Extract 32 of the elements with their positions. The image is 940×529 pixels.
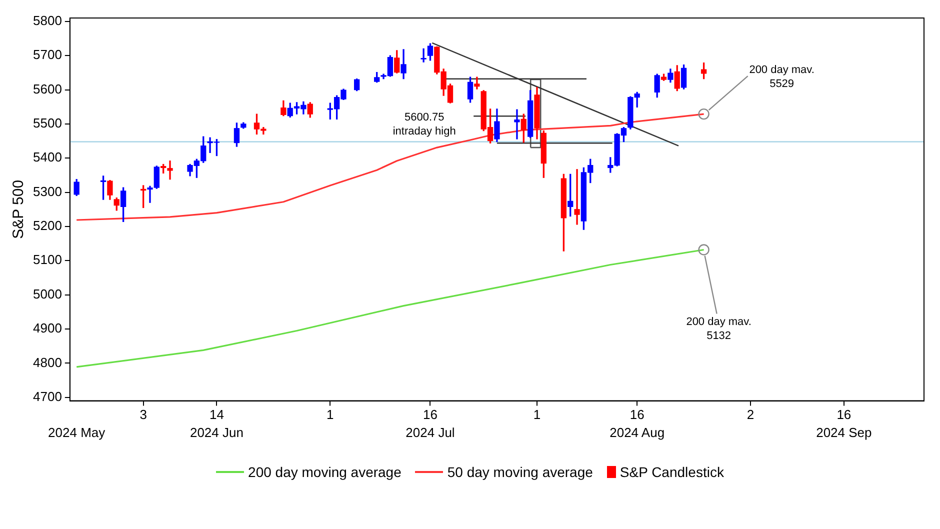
annotation: 5600.75 intraday high	[392, 112, 456, 138]
x-tick-label: 16	[836, 407, 852, 422]
x-tick-label: 16	[630, 407, 644, 422]
y-tick-label: 4800	[33, 354, 62, 370]
x2-tick-label: 2024 Jun	[190, 424, 244, 440]
y-tick-label: 5400	[33, 150, 62, 165]
y-tick-label: 5000	[33, 286, 62, 302]
y-tick-label: 5200	[33, 218, 62, 234]
y-tick-label: 5300	[33, 184, 62, 199]
legend-label: 50 day moving average	[447, 464, 593, 480]
x2-tick-label: 2024 Sep	[816, 424, 872, 440]
x-tick-label: 16	[423, 407, 438, 422]
x2-tick-label: 2024 Aug	[610, 424, 665, 440]
annotation: 200 day mav. 5132	[686, 316, 752, 342]
legend-label: 200 day moving average	[248, 464, 402, 480]
y-tick-label: 5800	[33, 12, 62, 28]
x2-tick-label: 2024 May	[48, 424, 106, 440]
y-tick-label: 5100	[33, 252, 62, 268]
annotation: 200 day mav. 5529	[749, 64, 814, 90]
x-tick-label: 1	[533, 407, 541, 422]
y-tick-label: 5700	[33, 47, 62, 62]
y-axis-title: S&P 500	[10, 180, 28, 239]
x-tick-label: 14	[209, 407, 224, 422]
y-tick-label: 4900	[33, 320, 62, 336]
x-tick-label: 3	[140, 407, 147, 422]
y-tick-label: 4700	[33, 388, 62, 404]
legend-label: S&P Candlestick	[620, 464, 724, 480]
y-tick-label: 5600	[33, 81, 62, 96]
x-tick-label: 2	[746, 407, 754, 422]
x-tick-label: 1	[326, 407, 334, 422]
y-tick-label: 5500	[33, 116, 62, 131]
x2-tick-label: 2024 Jul	[406, 424, 455, 440]
